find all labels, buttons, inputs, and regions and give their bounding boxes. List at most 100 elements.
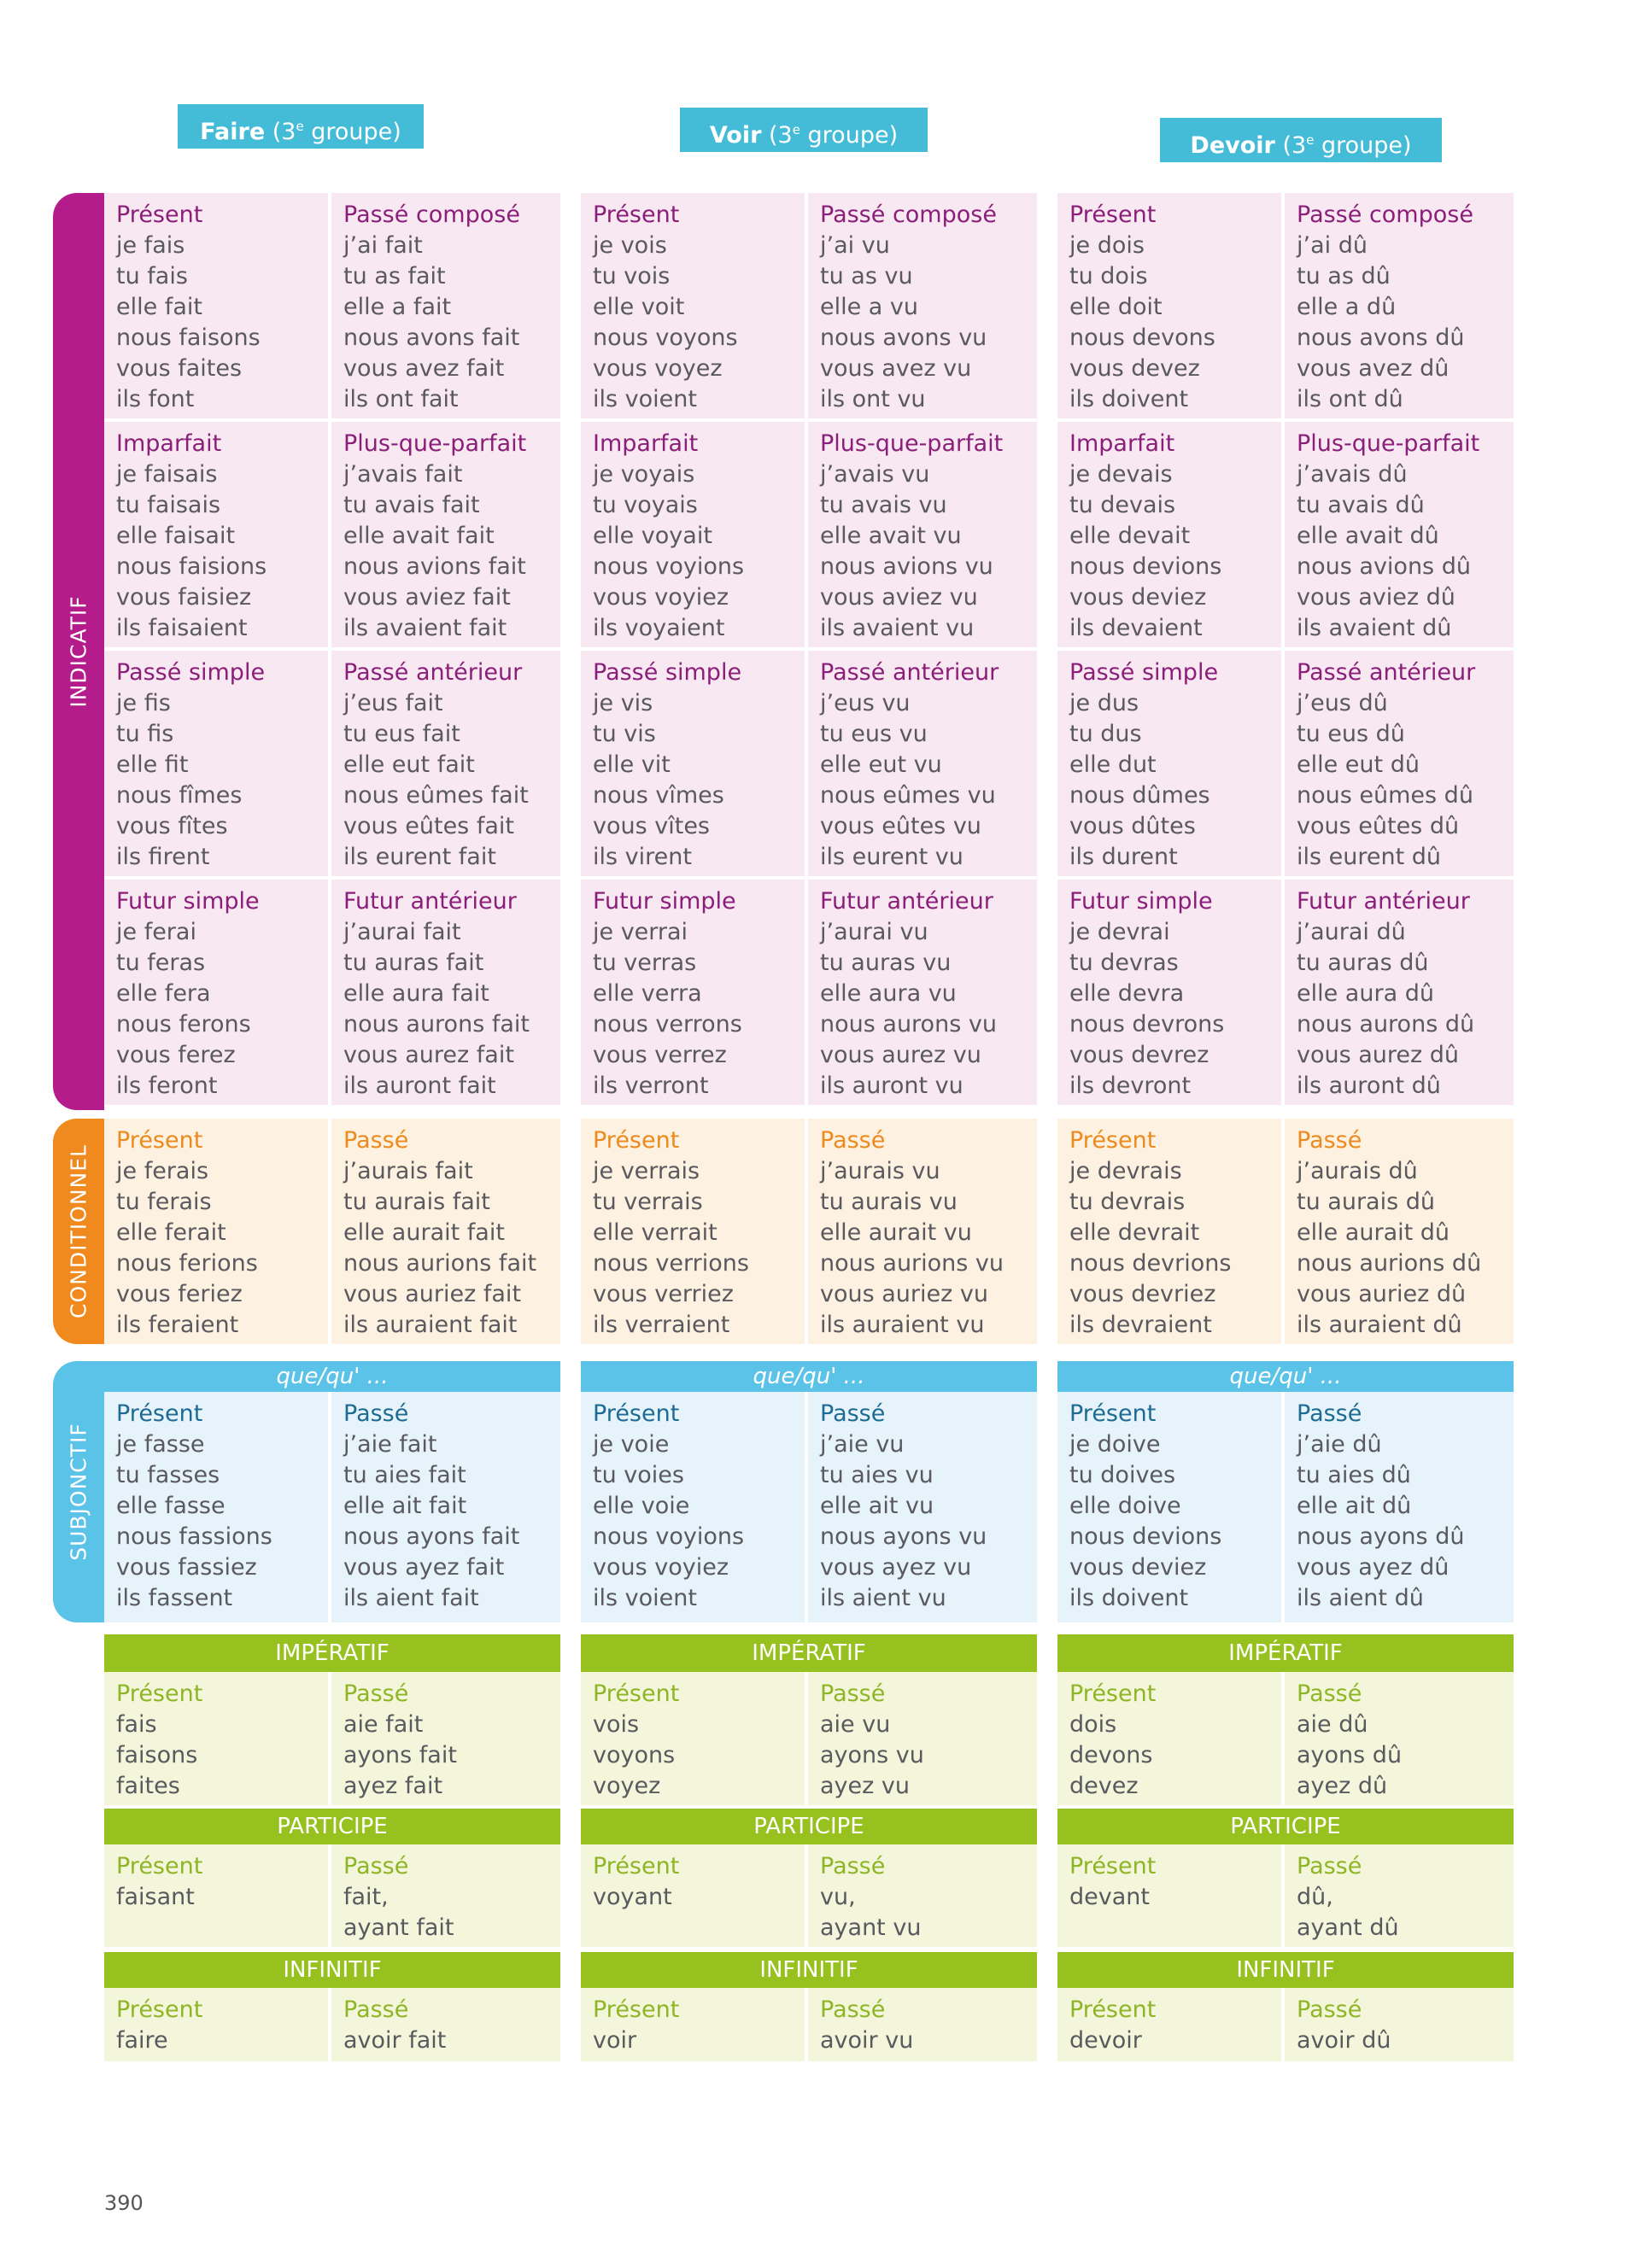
conjugated-form: ils auraient dû bbox=[1297, 1312, 1462, 1338]
conjugated-form: tu fis bbox=[116, 721, 174, 747]
group-superscript: e bbox=[1306, 132, 1315, 148]
conjugated-form: tu devrais bbox=[1069, 1189, 1186, 1215]
conjugated-form: nous avons dû bbox=[1297, 324, 1465, 351]
conjugated-form: nous avons vu bbox=[820, 324, 987, 351]
tense-cell-ind-ps: Passé simple je fis tu fis elle fit nous fîm… bbox=[104, 651, 328, 876]
conjugated-form: nous eûmes dû bbox=[1297, 782, 1473, 809]
conjugated-form: elle faisait bbox=[116, 523, 236, 549]
tense-cell-ind-present: Présent je vois tu vois elle voit nous voyon… bbox=[581, 193, 805, 418]
tense-label: Futur antérieur bbox=[1297, 888, 1470, 915]
conjugated-form: ils eurent fait bbox=[343, 844, 496, 870]
tense-cell-ind-pc: Passé composé j’ai dû tu as dû elle a dû nou… bbox=[1285, 193, 1514, 418]
conjugated-form: vous aurez vu bbox=[820, 1042, 981, 1068]
verb-header-devoir: Devoir (3e groupe) bbox=[1160, 118, 1442, 162]
participe-bar: PARTICIPE bbox=[1057, 1809, 1514, 1844]
conjugated-form: tu avais dû bbox=[1297, 492, 1425, 518]
conjugated-form: nous devrons bbox=[1069, 1011, 1225, 1038]
conjugated-form: elle eut dû bbox=[1297, 751, 1420, 778]
conjugated-form: ils ont dû bbox=[1297, 386, 1403, 412]
conjugated-form: vous auriez fait bbox=[343, 1281, 522, 1307]
tense-label: Présent bbox=[1069, 1400, 1157, 1427]
conjugated-form: nous aurions fait bbox=[343, 1250, 537, 1277]
conjugated-form: elle ait vu bbox=[820, 1493, 934, 1519]
conjugated-form: fait, bbox=[343, 1884, 389, 1910]
conjugated-form: vous aviez vu bbox=[820, 584, 978, 611]
conjugated-form: tu as vu bbox=[820, 263, 913, 289]
tense-cell-inf-present: Présent voir bbox=[581, 1988, 805, 2061]
infinitif-bar: INFINITIF bbox=[581, 1952, 1037, 1988]
tense-label: Présent bbox=[116, 1127, 203, 1154]
conjugated-form: vous aurez fait bbox=[343, 1042, 514, 1068]
tense-label: Passé bbox=[1297, 1400, 1362, 1427]
conjugated-form: j’eus vu bbox=[820, 690, 911, 716]
participe-bar: PARTICIPE bbox=[104, 1809, 560, 1844]
tense-cell-ind-ps: Passé simple je dus tu dus elle dut nous dûm… bbox=[1057, 651, 1281, 876]
conjugated-form: nous devrions bbox=[1069, 1250, 1232, 1277]
conjugated-form: tu voies bbox=[593, 1462, 684, 1488]
conjugated-form: tu aies vu bbox=[820, 1462, 934, 1488]
conjugated-form: nous verrions bbox=[593, 1250, 749, 1277]
conjugated-form: ils devront bbox=[1069, 1073, 1192, 1099]
conjugated-form: j’ai dû bbox=[1297, 232, 1368, 259]
conjugated-form: nous faisions bbox=[116, 553, 267, 580]
tense-cell-subj-passe: Passé j’aie dû tu aies dû elle ait dû nous a… bbox=[1285, 1392, 1514, 1622]
conjugated-form: tu dois bbox=[1069, 263, 1148, 289]
conjugated-form: ils faisaient bbox=[116, 615, 248, 641]
conjugated-form: je doive bbox=[1069, 1431, 1161, 1458]
tense-cell-ind-imparfait: Imparfait je voyais tu voyais elle voyait no… bbox=[581, 422, 805, 647]
indicatif-label: INDICATIF bbox=[66, 595, 91, 708]
conjugated-form: ils doivent bbox=[1069, 386, 1189, 412]
conjugated-form: j’aurais dû bbox=[1297, 1158, 1418, 1184]
tense-cell-cond-present: Présent je ferais tu ferais elle ferait nous… bbox=[104, 1119, 328, 1344]
conjugated-form: ils eurent vu bbox=[820, 844, 964, 870]
conjugated-form: vous eûtes vu bbox=[820, 813, 981, 839]
conjugated-form: vous auriez dû bbox=[1297, 1281, 1467, 1307]
verb-name: Voir bbox=[709, 122, 762, 149]
conjugated-form: ils aient fait bbox=[343, 1585, 479, 1611]
conjugated-form: nous eûmes fait bbox=[343, 782, 529, 809]
conjugated-form: vous devez bbox=[1069, 355, 1200, 382]
verb-header-voir: Voir (3e groupe) bbox=[680, 108, 928, 152]
tense-label: Passé composé bbox=[343, 202, 520, 228]
conjugated-form: vous ayez vu bbox=[820, 1554, 972, 1581]
conjugated-form: ayez vu bbox=[820, 1773, 910, 1799]
conjugated-form: vous verriez bbox=[593, 1281, 734, 1307]
tense-cell-ind-imparfait: Imparfait je devais tu devais elle devait no… bbox=[1057, 422, 1281, 647]
conjugated-form: elle devra bbox=[1069, 980, 1185, 1007]
tense-cell-ind-pa: Passé antérieur j’eus fait tu eus fait elle… bbox=[331, 651, 560, 876]
conjugated-form: ils doivent bbox=[1069, 1585, 1189, 1611]
conjugated-form: ils avaient vu bbox=[820, 615, 975, 641]
conjugated-form: ils devaient bbox=[1069, 615, 1203, 641]
tense-label: Présent bbox=[593, 1996, 680, 2023]
conjugated-form: tu ferais bbox=[116, 1189, 212, 1215]
conjugated-form: vous auriez vu bbox=[820, 1281, 988, 1307]
conjugated-form: elle aura vu bbox=[820, 980, 957, 1007]
conjugated-form: je verrai bbox=[593, 919, 688, 945]
conjugated-form: elle voyait bbox=[593, 523, 712, 549]
conjugated-form: elle verrait bbox=[593, 1219, 718, 1246]
tense-cell-cond-present: Présent je devrais tu devrais elle devrait n… bbox=[1057, 1119, 1281, 1344]
conjugated-form: avoir fait bbox=[343, 2027, 447, 2054]
verb-name: Devoir bbox=[1190, 132, 1275, 159]
conjugated-form: vous eûtes dû bbox=[1297, 813, 1460, 839]
conjugated-form: je ferais bbox=[116, 1158, 209, 1184]
conjugated-form: ils voient bbox=[593, 386, 697, 412]
conjugated-form: vous eûtes fait bbox=[343, 813, 514, 839]
tense-label: Présent bbox=[116, 1853, 203, 1879]
conjugated-form: elle fait bbox=[116, 294, 202, 320]
tense-cell-imp-passe: Passé aie fait ayons fait ayez fait bbox=[331, 1672, 560, 1805]
conjugated-form: j’avais dû bbox=[1297, 461, 1408, 488]
conditionnel-tab: CONDITIONNEL bbox=[53, 1119, 104, 1344]
conjugated-form: vous devriez bbox=[1069, 1281, 1216, 1307]
conjugated-form: tu doives bbox=[1069, 1462, 1176, 1488]
group-open: (3 bbox=[761, 122, 793, 149]
tense-label: Passé simple bbox=[1069, 659, 1219, 686]
conjugated-form: ayant vu bbox=[820, 1914, 922, 1941]
tense-label: Futur simple bbox=[593, 888, 736, 915]
conjugated-form: nous dûmes bbox=[1069, 782, 1210, 809]
conjugated-form: nous ayons fait bbox=[343, 1523, 520, 1550]
tense-label: Passé bbox=[1297, 1853, 1362, 1879]
tense-label: Passé composé bbox=[1297, 202, 1473, 228]
conjugated-form: elle voit bbox=[593, 294, 685, 320]
